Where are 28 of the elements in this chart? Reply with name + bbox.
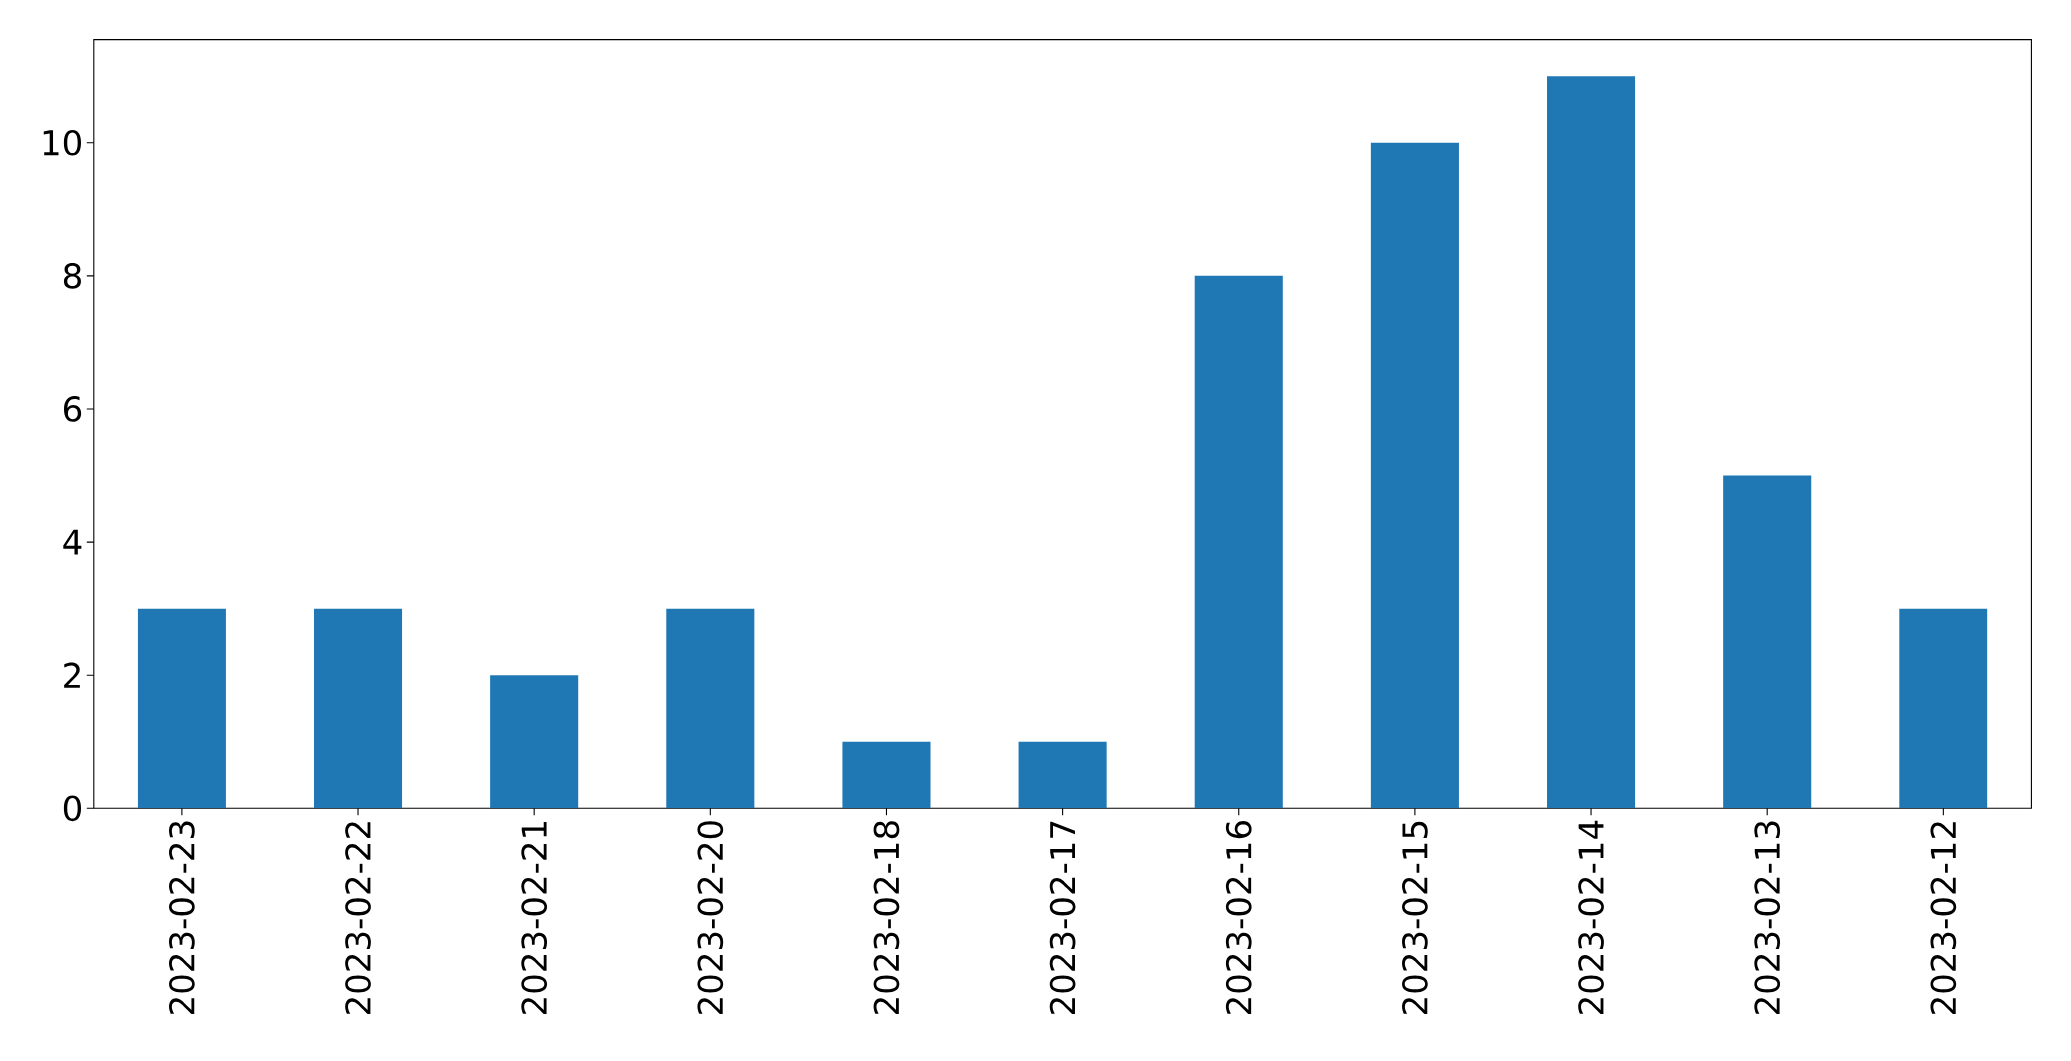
y-tick-label: 6 xyxy=(64,396,82,422)
x-tick-label: 2023-02-22 xyxy=(345,822,371,1014)
bar xyxy=(313,608,403,809)
x-tick-label: 2023-02-20 xyxy=(697,821,724,1014)
y-tick-label: 8 xyxy=(63,263,81,289)
bar xyxy=(1018,741,1107,809)
x-tick-label: 2023-02-15 xyxy=(1402,821,1428,1014)
bar xyxy=(490,675,579,809)
x-tick-label: 2023-02-21 xyxy=(521,822,548,1014)
bar xyxy=(1194,275,1283,809)
bar xyxy=(1370,142,1459,809)
x-tick-label: 2023-02-14 xyxy=(1578,820,1604,1014)
y-tick-label: 2 xyxy=(64,662,80,688)
bar xyxy=(666,608,755,809)
y-tick-label: 10 xyxy=(43,129,81,156)
x-tick-label: 2023-02-17 xyxy=(1049,821,1076,1014)
bar xyxy=(137,608,226,809)
y-tick-label: 0 xyxy=(63,795,82,822)
bar xyxy=(1547,76,1636,809)
x-tick-label: 2023-02-16 xyxy=(1225,821,1252,1014)
y-tick-label: 4 xyxy=(63,529,82,555)
bar xyxy=(842,741,931,809)
x-tick-label: 2023-02-12 xyxy=(1930,822,1957,1014)
bar xyxy=(1899,608,1988,809)
x-tick-label: 2023-02-13 xyxy=(1754,821,1781,1014)
x-tick-label: 2023-02-18 xyxy=(873,821,900,1014)
x-tick-label: 2023-02-23 xyxy=(169,821,195,1014)
bar xyxy=(1723,475,1812,809)
